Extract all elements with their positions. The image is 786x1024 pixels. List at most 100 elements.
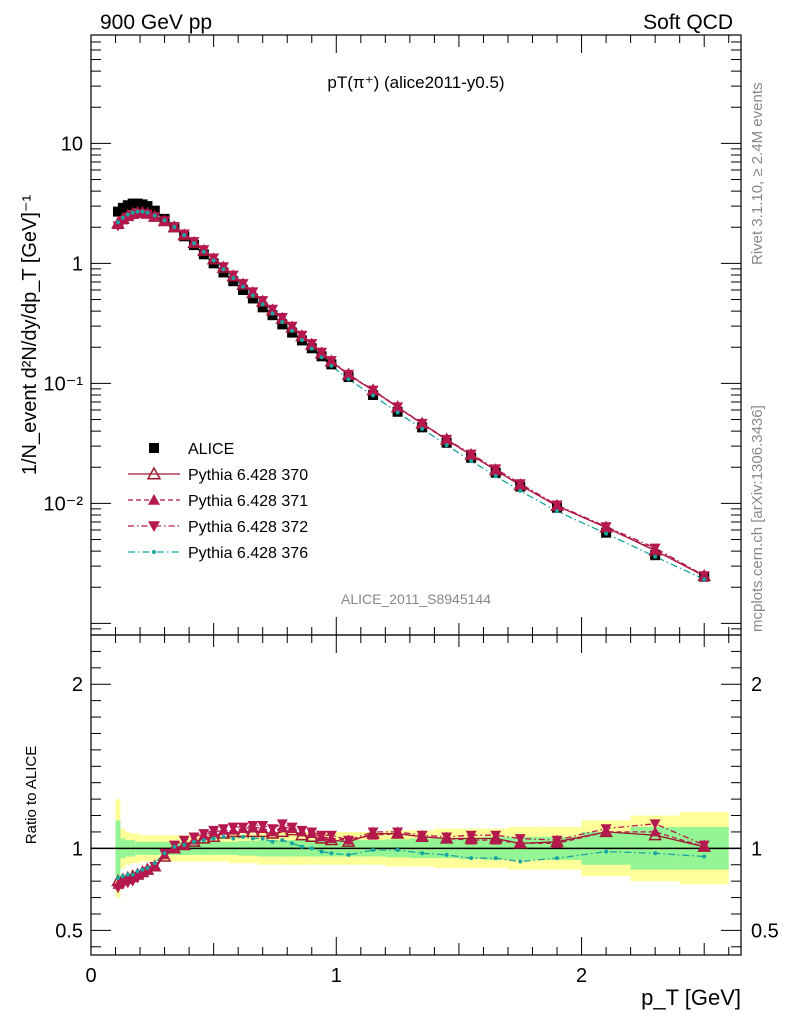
point-pythia-6-428-372: [343, 369, 355, 380]
point-alice: [238, 284, 249, 295]
point-pythia-6-428-372: [490, 464, 502, 475]
ratio-point-pythia-6-428-376: [260, 836, 265, 841]
point-pythia-6-428-376: [192, 241, 197, 246]
ratio-point-pythia-6-428-376: [290, 841, 295, 846]
point-pythia-6-428-376: [319, 355, 324, 360]
point-pythia-6-428-376: [469, 459, 474, 464]
ratio-y-tick-label: 0.5: [55, 920, 83, 942]
point-pythia-6-428-372: [551, 500, 563, 511]
point-alice: [247, 293, 258, 304]
point-pythia-6-428-372: [514, 479, 526, 490]
legend-label-pythia-6-428-372: Pythia 6.428 372: [188, 519, 308, 536]
point-pythia-6-428-376: [653, 554, 658, 559]
ratio-point-pythia-6-428-376: [395, 847, 400, 852]
point-pythia-6-428-372: [141, 209, 153, 220]
ratio-point-pythia-6-428-376: [211, 836, 216, 841]
ratio-point-pythia-6-428-372: [600, 824, 612, 835]
ratio-point-pythia-6-428-372: [306, 827, 318, 838]
ratio-point-pythia-6-428-376: [444, 852, 449, 857]
point-pythia-6-428-372: [316, 347, 328, 358]
legend-marker-pythia-6-428-371: [148, 494, 160, 505]
y-tick-label: 10: [61, 133, 83, 155]
ratio-point-pythia-6-428-372: [392, 827, 404, 838]
legend-label-alice: ALICE: [188, 441, 234, 458]
ratio-point-pythia-6-428-376: [135, 869, 140, 874]
point-pythia-6-428-376: [604, 531, 609, 536]
ratio-point-pythia-6-428-376: [270, 839, 275, 844]
side-label-mcplots: mcplots.cern.ch [arXiv:1306.3436]: [749, 405, 766, 632]
ratio-point-pythia-6-428-376: [201, 838, 206, 843]
point-pythia-6-428-376: [555, 509, 560, 514]
point-pythia-6-428-376: [290, 328, 295, 333]
point-pythia-6-428-376: [493, 474, 498, 479]
ratio-point-pythia-6-428-376: [152, 861, 157, 866]
main-panel: 10⁻² 10⁻¹ 1 10 pT(π⁺) (alice2011-y0.5) ALIC…: [19, 34, 742, 636]
ratio-point-pythia-6-428-372: [325, 830, 337, 841]
point-pythia-6-428-376: [130, 210, 135, 215]
ratio-point-pythia-6-428-376: [653, 851, 658, 856]
point-pythia-6-428-376: [115, 220, 120, 225]
point-pythia-6-428-376: [241, 284, 246, 289]
point-pythia-6-428-372: [392, 402, 404, 413]
point-pythia-6-428-376: [371, 393, 376, 398]
point-pythia-6-428-372: [286, 321, 298, 332]
legend-label-pythia-6-428-370: Pythia 6.428 370: [188, 467, 308, 484]
point-pythia-6-428-376: [145, 210, 150, 215]
ratio-point-pythia-6-428-372: [149, 861, 161, 872]
point-pythia-6-428-376: [140, 209, 145, 214]
ratio-point-pythia-6-428-372: [217, 824, 229, 835]
point-pythia-6-428-372: [306, 339, 318, 349]
ratio-point-pythia-6-428-372: [286, 822, 298, 833]
ratio-point-pythia-6-428-376: [130, 872, 135, 877]
header-left: 900 GeV pp: [100, 11, 212, 34]
point-pythia-6-428-376: [518, 488, 523, 493]
ratio-frame: [90, 634, 742, 956]
point-pythia-6-428-376: [250, 293, 255, 298]
ratio-line-pythia-6-428-372: [117, 822, 705, 889]
ratio-point-pythia-6-428-376: [140, 867, 145, 872]
point-pythia-6-428-376: [231, 276, 236, 281]
point-pythia-6-428-372: [416, 418, 428, 429]
ratio-y-tick-label: 2: [72, 674, 83, 696]
ratio-point-pythia-6-428-372: [227, 822, 239, 833]
ratio-point-pythia-6-428-376: [162, 851, 167, 856]
point-pythia-6-428-376: [299, 337, 304, 342]
ratio-point-pythia-6-428-372: [514, 834, 526, 844]
ratio-point-pythia-6-428-372: [276, 819, 288, 830]
point-pythia-6-428-376: [221, 267, 226, 272]
point-pythia-6-428-376: [420, 426, 425, 431]
ratio-point-pythia-6-428-376: [555, 856, 560, 861]
ratio-point-pythia-6-428-376: [493, 856, 498, 861]
ratio-point-pythia-6-428-372: [198, 829, 210, 840]
legend-label-pythia-6-428-371: Pythia 6.428 371: [188, 493, 308, 510]
point-pythia-6-428-372: [600, 522, 612, 533]
point-pythia-6-428-372: [325, 356, 337, 367]
y-tick-label: 10⁻¹: [44, 373, 84, 395]
legend-marker-pythia-6-428-372: [148, 521, 160, 532]
ratio-point-pythia-6-428-372: [416, 830, 428, 841]
point-pythia-6-428-372: [698, 571, 710, 582]
ratio-y-axis-label: Ratio to ALICE: [23, 746, 40, 844]
point-pythia-6-428-372: [237, 279, 249, 289]
point-pythia-6-428-376: [260, 302, 265, 307]
ratio-point-pythia-6-428-372: [188, 832, 200, 843]
ratio-y-tick-label-right: 0.5: [751, 920, 779, 942]
legend-marker-pythia-6-428-376: [152, 550, 156, 554]
watermark: ALICE_2011_S8945144: [341, 591, 491, 607]
x-tick-label: 0: [85, 965, 96, 987]
ratio-point-pythia-6-428-372: [698, 840, 710, 851]
point-pythia-6-428-376: [702, 577, 707, 582]
point-pythia-6-428-372: [367, 385, 379, 396]
point-pythia-6-428-376: [125, 212, 130, 217]
point-pythia-6-428-376: [280, 319, 285, 324]
ratio-point-pythia-6-428-372: [649, 819, 661, 830]
point-pythia-6-428-376: [182, 233, 187, 238]
ratio-point-pythia-6-428-376: [221, 834, 226, 839]
ratio-point-pythia-6-428-372: [257, 820, 269, 831]
x-axis-label: p_T [GeV]: [641, 985, 741, 1010]
ratio-point-pythia-6-428-376: [346, 852, 351, 857]
point-pythia-6-428-376: [152, 213, 157, 218]
point-alice: [277, 319, 288, 330]
point-pythia-6-428-376: [201, 249, 206, 254]
legend: ALICE Pythia 6.428 370 Pythia 6.428 371 Pyt…: [128, 441, 308, 562]
